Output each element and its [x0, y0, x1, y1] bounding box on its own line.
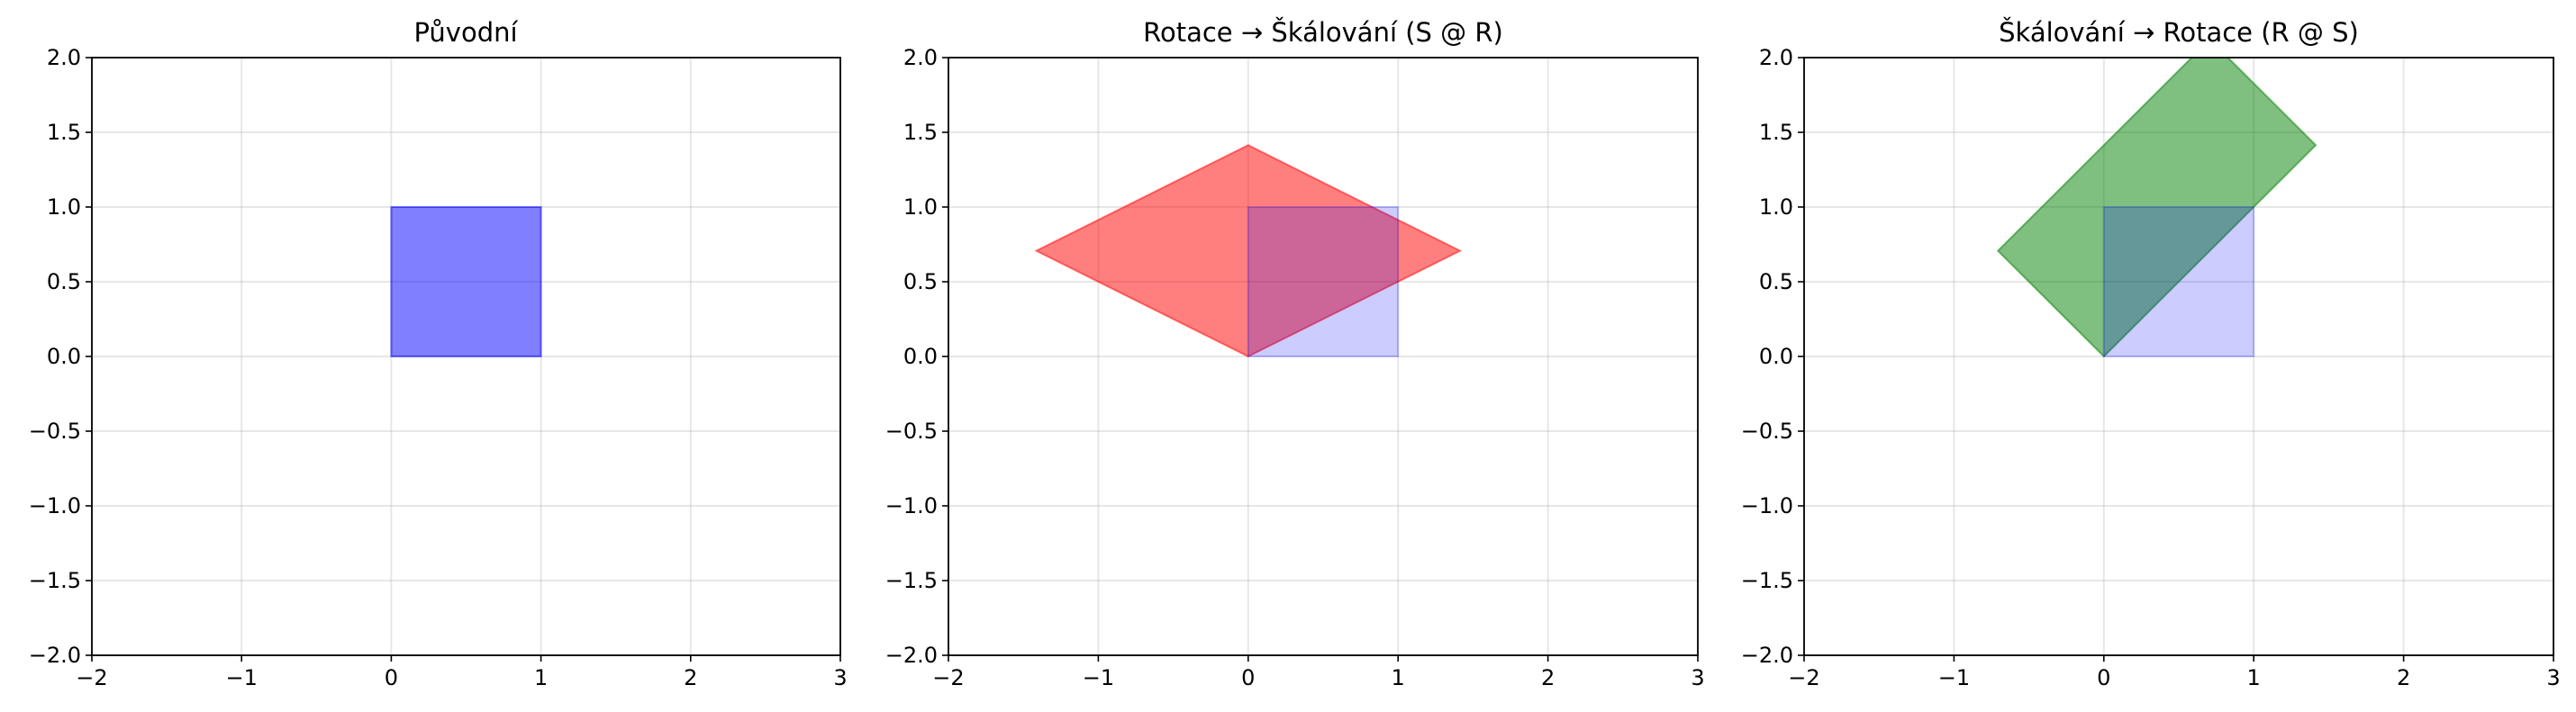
x-tick-label: 0 — [2097, 665, 2110, 690]
x-tick-label: 2 — [2397, 665, 2410, 690]
original-square-ghost-polygon — [2102, 206, 2255, 357]
x-tick-label: 3 — [833, 665, 847, 690]
y-tick-label: −2.0 — [29, 643, 81, 668]
y-tick-label: 1.0 — [903, 194, 938, 220]
x-tick-label: 1 — [1392, 665, 1405, 690]
y-tick-label: 2.0 — [903, 45, 938, 70]
x-tick-label: 1 — [534, 665, 548, 690]
data-layer — [1034, 144, 1463, 358]
x-tick-label: 1 — [2247, 665, 2261, 690]
y-tick-label: 0.0 — [47, 344, 81, 369]
y-tick-label: −2.0 — [885, 643, 938, 668]
y-tick-label: −1.0 — [885, 493, 938, 518]
y-tick-label: 0.5 — [47, 269, 81, 294]
y-tick-label: 1.5 — [1759, 120, 1793, 145]
x-tick-label: 2 — [1541, 665, 1555, 690]
x-tick-label: −1 — [226, 665, 258, 690]
y-tick-label: 0.0 — [903, 344, 938, 369]
y-tick-label: 2.0 — [47, 45, 81, 70]
y-tick-label: 1.5 — [47, 120, 81, 145]
x-tick-label: 3 — [1691, 665, 1704, 690]
x-tick-label: 3 — [2546, 665, 2560, 690]
y-tick-label: −2.0 — [1741, 643, 1793, 668]
x-tick-label: −2 — [1788, 665, 1819, 690]
y-tick-label: −1.5 — [1741, 568, 1793, 593]
panel-title: Rotace → Škálování (S @ R) — [1143, 17, 1503, 48]
x-tick-label: −1 — [1938, 665, 1970, 690]
panel-original: −2 −1 0 1 2 3 −2.0 −1.5 −1.0 −0.5 0.0 0.5 1.0 1.5 2.0 P… — [29, 17, 848, 690]
panel-title: Původní — [413, 17, 518, 48]
y-tick-label: 1.5 — [903, 120, 938, 145]
y-tick-label: 0.5 — [903, 269, 938, 294]
transformed-shape-polygon — [1034, 144, 1463, 358]
y-tick-label: −0.5 — [885, 419, 938, 444]
x-tick-label: −1 — [1083, 665, 1114, 690]
x-tick-label: 0 — [385, 665, 398, 690]
data-layer — [390, 206, 542, 357]
y-tick-label: −0.5 — [29, 419, 81, 444]
panel-rotate-then-scale: −2 −1 0 1 2 3 −2.0 −1.5 −1.0 −0.5 0.0 0.5 1.0 1.5 2.0 R… — [885, 17, 1705, 690]
y-tick-label: 0.5 — [1759, 269, 1793, 294]
y-tick-label: −0.5 — [1741, 419, 1793, 444]
y-tick-label: −1.5 — [29, 568, 81, 593]
y-tick-label: 2.0 — [1759, 45, 1793, 70]
transformed-shape-polygon — [1996, 58, 2317, 358]
panel-scale-then-rotate: −2 −1 0 1 2 3 −2.0 −1.5 −1.0 −0.5 0.0 0.5 1.0 1.5 2.0 Š… — [1741, 17, 2561, 690]
x-tick-label: −2 — [932, 665, 964, 690]
x-tick-label: 0 — [1241, 665, 1255, 690]
x-tick-label: 2 — [684, 665, 697, 690]
y-tick-label: −1.5 — [885, 568, 938, 593]
y-tick-label: 1.0 — [1759, 194, 1793, 220]
data-layer — [1996, 58, 2317, 358]
y-tick-label: 0.0 — [1759, 344, 1793, 369]
x-tick-label: −2 — [76, 665, 107, 690]
plot-area — [948, 58, 1698, 655]
panel-title: Škálování → Rotace (R @ S) — [1999, 17, 2359, 48]
y-tick-label: −1.0 — [29, 493, 81, 518]
unit-square-polygon — [390, 206, 542, 357]
y-tick-label: −1.0 — [1741, 493, 1793, 518]
original-square-ghost-polygon — [1247, 206, 1400, 357]
y-tick-label: 1.0 — [47, 194, 81, 220]
